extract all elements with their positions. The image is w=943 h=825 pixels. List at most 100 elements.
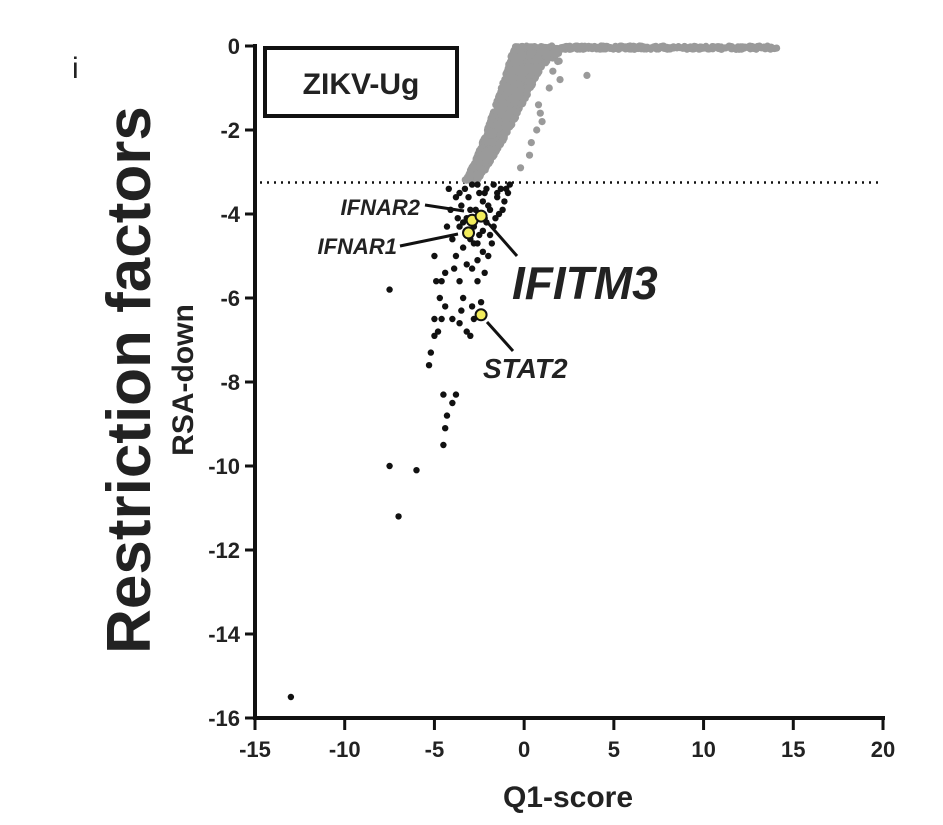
non-hit-point (514, 88, 522, 96)
highlight-point-stat2 (474, 308, 488, 322)
non-hit-point (596, 43, 604, 51)
non-hit-point (545, 84, 553, 92)
non-hit-point (476, 164, 484, 172)
stray-mark: i (72, 52, 79, 85)
y-tick-label: -2 (220, 118, 240, 143)
hit-point (386, 286, 393, 293)
non-hit-point (680, 43, 688, 52)
x-tick-label: 0 (518, 737, 530, 762)
hit-point (431, 332, 438, 339)
hit-point (456, 278, 463, 285)
x-ticks: -15 -10 -5 0 5 10 15 20 (239, 718, 895, 762)
non-hit-point (519, 66, 527, 74)
non-hit-point (502, 119, 510, 127)
hit-point (449, 315, 456, 323)
hit-point (506, 181, 513, 188)
x-tick-label: -5 (425, 737, 445, 762)
non-hit-point (763, 42, 772, 50)
non-hit-point (490, 128, 498, 136)
hit-point (479, 198, 487, 205)
hit-point (427, 349, 435, 356)
non-hit-point (554, 47, 562, 55)
non-hit-point (516, 57, 524, 65)
non-hit-point (511, 80, 520, 88)
hit-point (474, 181, 481, 188)
hit-point (492, 215, 499, 222)
ifnar1-leader (399, 232, 459, 248)
non-hit-point (526, 48, 534, 57)
hit-point (440, 391, 447, 398)
hit-point (468, 303, 476, 310)
x-tick-label: 15 (781, 737, 805, 762)
hit-point (454, 215, 461, 222)
hit-point (490, 181, 497, 188)
non-hit-point (583, 71, 591, 79)
hit-point (479, 248, 487, 255)
hit-point (456, 320, 463, 327)
hit-point (438, 315, 445, 323)
hit-point (497, 185, 505, 192)
hit-point (425, 362, 433, 369)
hit-point (459, 294, 467, 302)
hit-point (503, 185, 510, 192)
x-tick-label: 5 (608, 737, 620, 762)
non-hit-point (501, 113, 509, 121)
ifnar1-label: IFNAR1 (318, 234, 397, 259)
y-tick-label: -16 (208, 706, 240, 731)
non-hit-point (709, 43, 718, 51)
x-tick-label: -10 (329, 737, 361, 762)
hit-point (459, 219, 467, 226)
stat2-label: STAT2 (483, 353, 568, 384)
non-hit-point (495, 93, 503, 101)
hit-point (467, 206, 474, 213)
hit-point (452, 391, 460, 398)
hit-point (458, 307, 465, 314)
hit-point (441, 303, 449, 310)
hit-point (413, 467, 420, 474)
non-hit-point (751, 43, 759, 52)
non-hit-point (487, 115, 495, 123)
hit-point (463, 328, 470, 335)
hit-point (468, 265, 476, 272)
non-hit-point (534, 101, 543, 109)
non-hit-point (481, 159, 489, 167)
hit-point (463, 261, 470, 268)
non-hit-point (627, 45, 636, 53)
hit-point (477, 299, 485, 306)
hit-points (287, 181, 513, 701)
y-tick-label: 0 (228, 34, 240, 59)
non-hit-point (502, 128, 510, 137)
hit-point (479, 227, 487, 234)
hit-point (488, 240, 496, 247)
non-hit-point (507, 107, 515, 115)
non-hit-point (533, 126, 541, 134)
non-hit-point (518, 45, 526, 53)
non-hit-point (469, 162, 477, 170)
x-tick-label: 10 (691, 737, 715, 762)
ifnar2-leader (424, 203, 465, 213)
hit-point (485, 252, 492, 260)
hit-point (501, 198, 508, 205)
hit-point (441, 425, 449, 432)
non-hit-point (481, 149, 489, 158)
non-hit-point (554, 57, 562, 66)
hit-point (449, 236, 456, 243)
y-tick-label: -10 (208, 454, 240, 479)
non-hit-point (489, 139, 497, 147)
non-hit-point (538, 118, 546, 126)
hit-point (449, 399, 456, 407)
non-hit-point (634, 44, 642, 53)
highlight-point-ifitm3 (474, 209, 488, 223)
hit-point (395, 513, 402, 520)
non-hit-point (666, 44, 674, 52)
non-hit-point (473, 174, 481, 182)
hit-point (494, 189, 501, 197)
y-tick-label: -6 (220, 286, 240, 311)
non-hit-point (696, 44, 705, 52)
non-hit-point (622, 44, 630, 53)
hit-point (452, 194, 460, 201)
hit-point (485, 202, 492, 209)
non-hit-point (737, 43, 746, 51)
x-tick-label: 20 (871, 737, 895, 762)
hit-point (499, 206, 506, 213)
